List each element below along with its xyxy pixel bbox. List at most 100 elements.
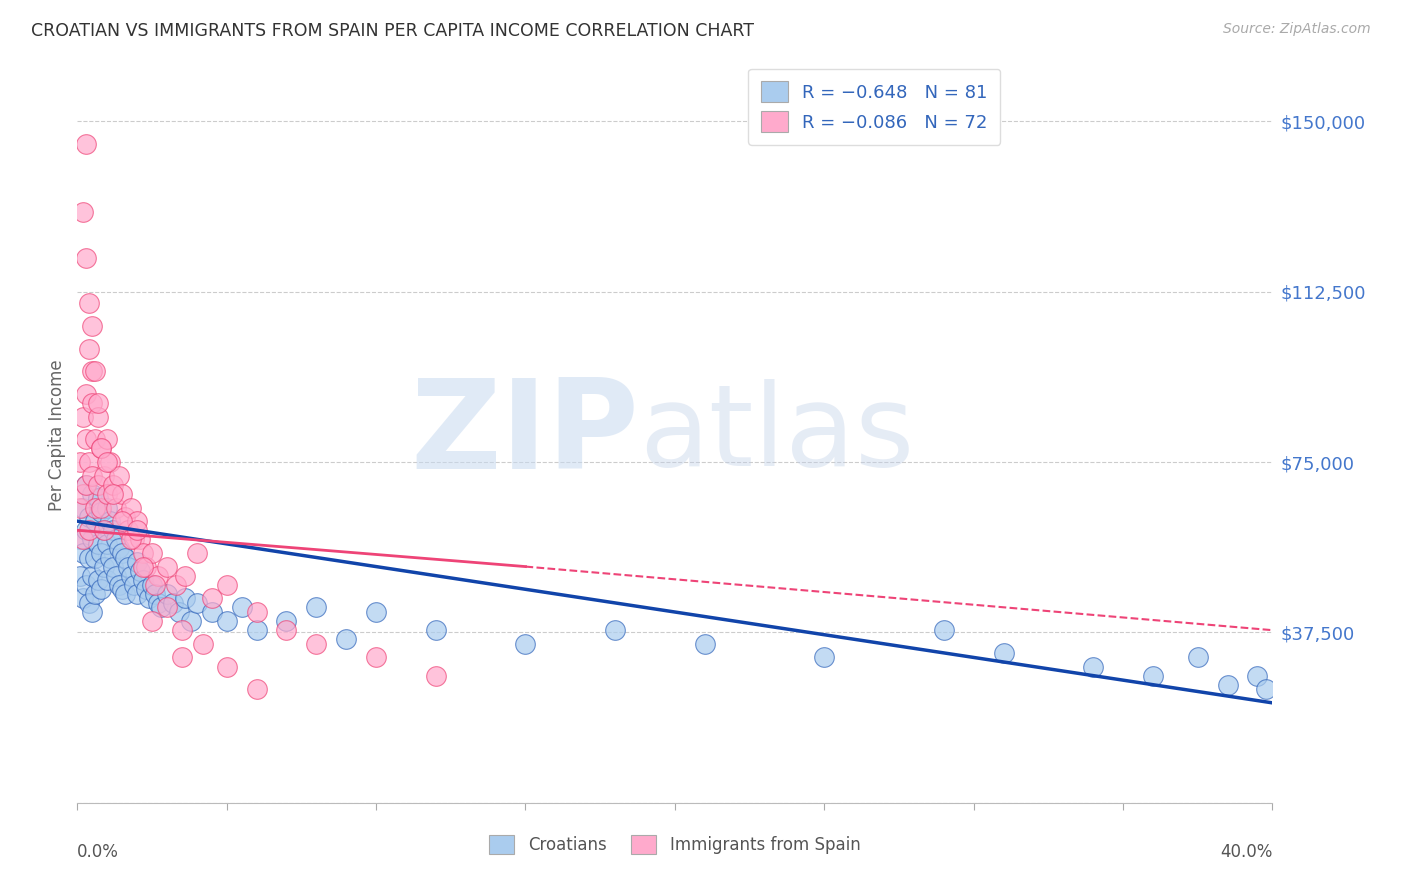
Point	[69, 455, 91, 469]
Point	[72, 546, 94, 560]
Point	[215, 659, 238, 673]
Text: 0.0%: 0.0%	[77, 843, 120, 862]
Point	[127, 555, 149, 569]
Text: 40.0%: 40.0%	[1220, 843, 1272, 862]
Point	[90, 442, 112, 456]
Point	[103, 487, 124, 501]
Point	[72, 591, 94, 606]
Legend: Croatians, Immigrants from Spain: Croatians, Immigrants from Spain	[482, 828, 868, 861]
Point	[90, 546, 112, 560]
Point	[146, 568, 169, 582]
Point	[75, 523, 97, 537]
Point	[103, 559, 124, 574]
Point	[813, 650, 835, 665]
Point	[87, 409, 110, 424]
Point	[108, 541, 131, 556]
Point	[93, 468, 115, 483]
Point	[305, 600, 328, 615]
Point	[170, 623, 193, 637]
Point	[143, 578, 166, 592]
Point	[114, 587, 136, 601]
Point	[96, 455, 118, 469]
Point	[156, 600, 179, 615]
Point	[93, 523, 115, 537]
Point	[72, 533, 94, 547]
Point	[201, 605, 224, 619]
Point	[120, 533, 142, 547]
Point	[96, 487, 118, 501]
Point	[111, 546, 134, 560]
Point	[84, 514, 107, 528]
Point	[129, 564, 152, 578]
Point	[167, 605, 190, 619]
Point	[276, 614, 298, 628]
Point	[82, 605, 104, 619]
Point	[84, 550, 107, 565]
Point	[156, 559, 179, 574]
Point	[135, 559, 157, 574]
Point	[1142, 668, 1164, 682]
Point	[127, 523, 149, 537]
Point	[82, 468, 104, 483]
Point	[108, 578, 131, 592]
Point	[82, 364, 104, 378]
Point	[122, 533, 145, 547]
Point	[127, 587, 149, 601]
Point	[141, 614, 163, 628]
Point	[75, 137, 97, 152]
Point	[79, 342, 101, 356]
Point	[111, 582, 134, 597]
Point	[191, 637, 214, 651]
Point	[79, 596, 101, 610]
Point	[69, 500, 91, 515]
Point	[79, 455, 101, 469]
Point	[75, 578, 97, 592]
Point	[150, 600, 173, 615]
Point	[84, 587, 107, 601]
Point	[162, 596, 184, 610]
Point	[425, 623, 447, 637]
Point	[174, 591, 197, 606]
Point	[82, 487, 104, 501]
Point	[93, 523, 115, 537]
Point	[90, 582, 112, 597]
Point	[132, 573, 155, 587]
Point	[87, 491, 110, 506]
Point	[108, 468, 131, 483]
Point	[98, 514, 121, 528]
Y-axis label: Per Capita Income: Per Capita Income	[48, 359, 66, 510]
Point	[932, 623, 955, 637]
Point	[425, 668, 447, 682]
Point	[135, 582, 157, 597]
Point	[1083, 659, 1105, 673]
Point	[103, 478, 124, 492]
Point	[366, 605, 388, 619]
Point	[87, 396, 110, 410]
Point	[122, 578, 145, 592]
Point	[82, 396, 104, 410]
Point	[1246, 668, 1268, 682]
Point	[79, 523, 101, 537]
Point	[114, 509, 136, 524]
Point	[82, 533, 104, 547]
Point	[138, 591, 160, 606]
Point	[231, 600, 253, 615]
Point	[993, 646, 1015, 660]
Point	[96, 433, 118, 447]
Point	[146, 596, 169, 610]
Point	[72, 500, 94, 515]
Point	[186, 596, 208, 610]
Point	[75, 433, 97, 447]
Point	[72, 487, 94, 501]
Point	[1256, 682, 1278, 697]
Point	[75, 478, 97, 492]
Point	[141, 578, 163, 592]
Point	[215, 578, 238, 592]
Point	[90, 505, 112, 519]
Point	[246, 623, 269, 637]
Point	[69, 568, 91, 582]
Point	[98, 550, 121, 565]
Point	[117, 559, 139, 574]
Point	[366, 650, 388, 665]
Point	[111, 514, 134, 528]
